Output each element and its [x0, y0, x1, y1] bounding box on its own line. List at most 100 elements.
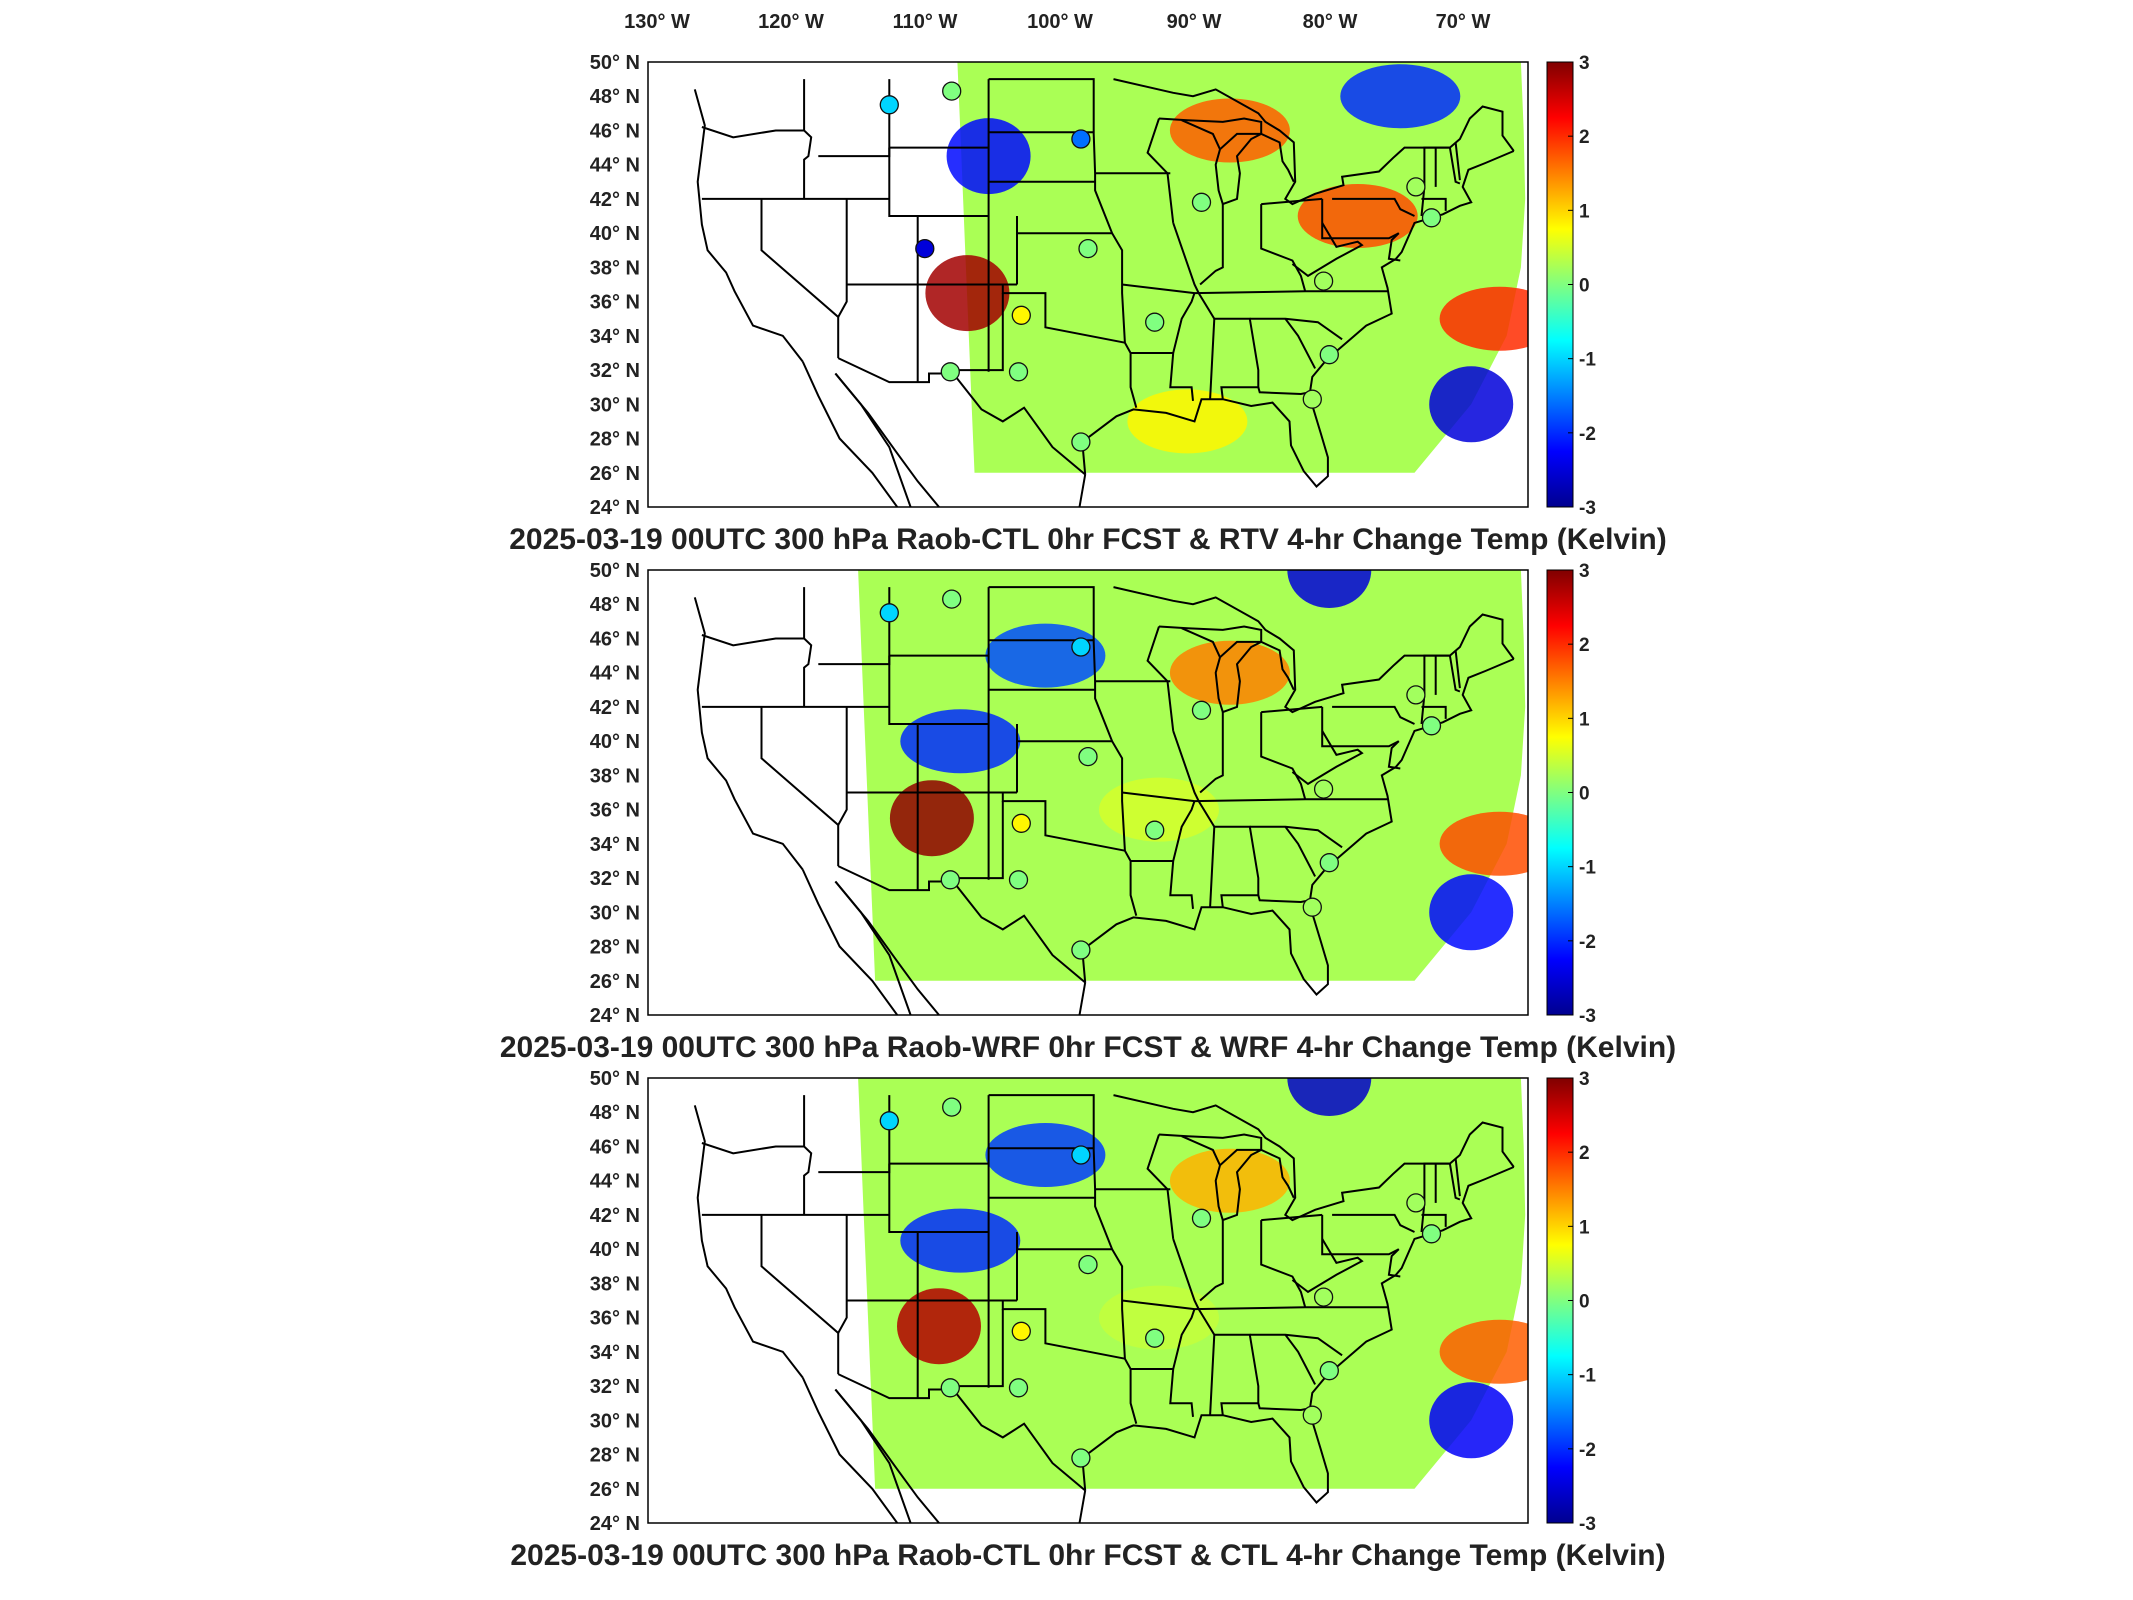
raob-station-marker	[879, 95, 899, 115]
lat-tick-label: 36° N	[590, 1308, 640, 1330]
plot-area	[693, 570, 1528, 1015]
raob-station-marker	[1313, 779, 1334, 799]
lat-tick-label: 38° N	[590, 257, 640, 279]
map-boundary	[1078, 474, 1087, 507]
field-blob	[925, 255, 1010, 332]
raob-station-marker	[940, 1378, 960, 1398]
map-boundary	[1181, 627, 1221, 658]
raob-station-marker	[942, 589, 962, 609]
raob-station-marker	[1071, 1145, 1091, 1165]
lat-tick-label: 34° N	[590, 1342, 640, 1364]
map-boundary	[1421, 1213, 1447, 1227]
raob-station-marker	[1071, 637, 1091, 657]
panel-title: 2025-03-19 00UTC 300 hPa Raob-WRF 0hr FC…	[500, 1031, 1676, 1064]
lat-tick-label: 24° N	[590, 1513, 640, 1535]
map-boundary	[1001, 792, 1126, 852]
map-boundary	[837, 865, 1086, 984]
map-boundary	[1214, 1333, 1260, 1416]
lat-tick-label: 46° N	[590, 629, 640, 651]
colorbar-tick-label: -2	[1579, 932, 1596, 953]
colorbar-tick-label: 0	[1579, 276, 1590, 297]
plot-area	[693, 1078, 1528, 1523]
panel-2: 50° N 48° N 46° N 44° N 42° N 40° N 38° N 36° N…	[500, 560, 1676, 1064]
map-boundary	[1078, 982, 1087, 1015]
raob-station-marker	[1008, 870, 1029, 890]
lat-tick-label: 44° N	[590, 1171, 640, 1193]
colorbar-tick-label: 0	[1579, 1292, 1590, 1313]
lon-tick-label: 100° W	[1027, 11, 1093, 33]
panel-title: 2025-03-19 00UTC 300 hPa Raob-CTL 0hr FC…	[509, 523, 1667, 556]
lat-tick-label: 30° N	[590, 394, 640, 416]
raob-station-marker	[1071, 1448, 1091, 1468]
map-boundary	[1158, 1133, 1295, 1222]
raob-station-marker	[1302, 389, 1322, 409]
map-boundary	[1387, 232, 1401, 262]
map-boundary	[760, 706, 840, 867]
field-blob	[1340, 64, 1461, 129]
raob-station-marker	[1191, 192, 1212, 212]
raob-station-marker	[879, 603, 899, 623]
map-boundary	[801, 1377, 899, 1523]
map-boundary	[760, 198, 840, 359]
lat-tick-label: 36° N	[590, 800, 640, 822]
raob-station-marker	[940, 870, 960, 890]
raob-station-marker	[1078, 746, 1098, 767]
lat-tick-label: 48° N	[590, 86, 640, 108]
colorbar-tick-label: 1	[1579, 201, 1590, 222]
lat-tick-label: 28° N	[590, 1445, 640, 1467]
raob-station-marker	[1302, 1405, 1322, 1425]
colorbar-tick-label: 3	[1579, 561, 1590, 582]
colorbar-tick-label: -2	[1579, 1440, 1596, 1461]
map-boundary	[693, 89, 804, 363]
map-boundary	[803, 1095, 813, 1215]
field-blob	[889, 780, 974, 857]
colorbar-tick-label: 2	[1579, 127, 1590, 148]
raob-station-marker	[1008, 362, 1029, 382]
field-blob	[1287, 1078, 1372, 1116]
map-boundary	[837, 357, 1086, 476]
lat-tick-label: 34° N	[590, 834, 640, 856]
model-domain	[957, 62, 1526, 473]
field-blob	[900, 1208, 1021, 1273]
raob-station-marker	[1421, 208, 1442, 228]
lat-tick-label: 48° N	[590, 1102, 640, 1124]
raob-station-marker	[1071, 432, 1091, 452]
lat-tick-label: 50° N	[590, 1068, 640, 1090]
lat-tick-label: 32° N	[590, 360, 640, 382]
lat-tick-label: 46° N	[590, 1137, 640, 1159]
map-boundary	[1387, 1248, 1401, 1278]
colorbar-tick-label: 2	[1579, 1143, 1590, 1164]
field-blob	[1439, 286, 1528, 351]
map-boundary	[1121, 791, 1195, 803]
lat-tick-label: 38° N	[590, 765, 640, 787]
map-boundary	[1078, 1490, 1087, 1523]
map-boundary	[801, 361, 899, 507]
map-boundary	[1113, 586, 1515, 714]
map-boundary	[1454, 650, 1461, 689]
lat-tick-label: 44° N	[590, 663, 640, 685]
lon-tick-label: 130° W	[624, 11, 690, 33]
lat-tick-label: 46° N	[590, 121, 640, 143]
field-blob	[1439, 811, 1528, 876]
field-blob	[1429, 874, 1514, 951]
raob-station-marker	[1313, 1287, 1334, 1307]
lat-tick-label: 32° N	[590, 868, 640, 890]
raob-station-marker	[1421, 716, 1442, 736]
raob-station-marker	[1071, 940, 1091, 960]
raob-station-marker	[1421, 1224, 1442, 1244]
raob-station-marker	[1011, 1321, 1031, 1341]
colorbar-tick-label: -3	[1579, 498, 1596, 519]
map-boundary	[803, 79, 813, 199]
field-blob	[1169, 1148, 1290, 1213]
colorbar-tick-label: 0	[1579, 784, 1590, 805]
map-boundary	[837, 706, 848, 826]
map-boundary	[1291, 222, 1364, 278]
map-boundary	[1284, 1334, 1316, 1385]
colorbar-tick-label: -2	[1579, 424, 1596, 445]
map-boundary	[701, 634, 805, 647]
raob-station-marker	[1319, 1361, 1339, 1381]
panel-title: 2025-03-19 00UTC 300 hPa Raob-CTL 0hr FC…	[510, 1539, 1665, 1572]
raob-station-marker	[1011, 813, 1031, 833]
map-boundary	[1121, 283, 1195, 295]
field-blob	[1439, 1319, 1528, 1384]
